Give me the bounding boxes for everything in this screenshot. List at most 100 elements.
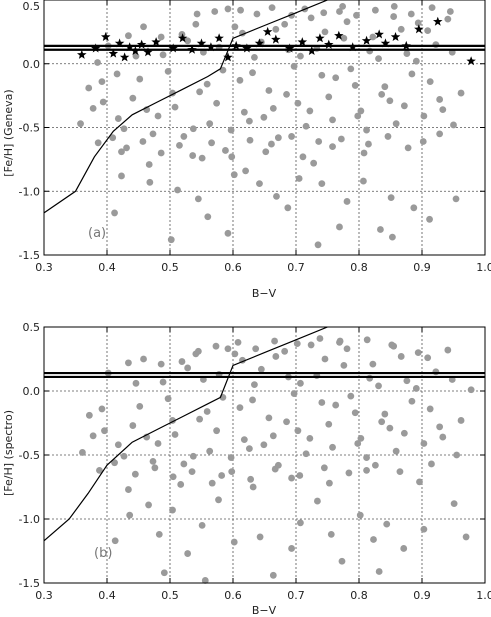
data-point: [245, 445, 253, 452]
star-point: [284, 43, 295, 53]
data-point: [383, 520, 391, 528]
y-axis-label: [Fe/H] (spectro): [2, 410, 15, 496]
data-point: [189, 152, 197, 159]
x-tick-label: 0.7: [287, 261, 305, 274]
data-point: [228, 468, 236, 476]
y-axis-label: [Fe/H] (Geneva): [2, 89, 15, 176]
data-point: [436, 96, 444, 103]
data-point: [377, 226, 384, 233]
data-point: [329, 443, 336, 451]
y-tick-label: -1.0: [19, 185, 40, 198]
data-point: [94, 139, 102, 147]
data-point: [347, 392, 355, 400]
data-point: [400, 429, 408, 437]
star-point: [101, 32, 111, 41]
data-point: [357, 434, 365, 442]
x-tick-label: 0.4: [98, 261, 116, 274]
data-point: [159, 378, 167, 386]
data-point: [189, 452, 197, 460]
data-point: [284, 204, 292, 212]
panel-spectro: 0.3 0.4 0.5 0.6 0.7 0.8 0.9 1.0 -1.5 -1.0 -0.5 0.0 0…: [2, 321, 491, 617]
y-tick-label: 0.5: [23, 321, 41, 334]
data-point: [273, 192, 280, 200]
data-point: [201, 577, 209, 584]
data-point: [262, 148, 270, 156]
data-point: [136, 402, 144, 410]
data-point: [101, 427, 108, 435]
data-point: [316, 335, 324, 342]
data-point: [426, 405, 434, 413]
star-point: [136, 39, 147, 49]
data-point: [193, 10, 201, 18]
data-point: [236, 76, 244, 84]
data-point: [129, 422, 137, 429]
data-point: [297, 52, 304, 60]
data-point: [404, 144, 412, 152]
star-point: [361, 35, 372, 45]
data-point: [85, 84, 93, 92]
data-point: [164, 395, 172, 403]
panel-label: (a): [88, 226, 106, 241]
data-point: [343, 345, 351, 353]
data-point: [446, 8, 454, 15]
data-point: [206, 447, 214, 455]
star-point: [214, 33, 224, 43]
data-point: [315, 138, 323, 145]
data-point: [412, 385, 420, 392]
star-point: [168, 43, 178, 53]
y-tick-label: -1.5: [19, 577, 40, 590]
data-point: [123, 144, 130, 152]
data-point: [77, 120, 84, 128]
data-point: [336, 223, 343, 231]
data-point: [314, 241, 322, 249]
y-tick-label: -1.5: [19, 249, 40, 262]
data-point: [281, 20, 289, 28]
data-point: [245, 117, 253, 125]
data-point: [363, 466, 370, 474]
data-point: [125, 359, 132, 367]
data-point: [351, 82, 359, 89]
data-point: [157, 149, 165, 157]
data-point: [253, 10, 261, 18]
reference-lines: [44, 327, 485, 542]
star-point: [374, 29, 384, 39]
data-point: [386, 424, 394, 432]
data-point: [436, 130, 444, 138]
data-point: [281, 347, 289, 355]
data-point: [426, 215, 433, 223]
data-point: [321, 28, 329, 36]
data-point: [271, 465, 279, 473]
x-tick-label: 1.0: [476, 589, 491, 602]
data-point: [365, 140, 372, 148]
data-point: [378, 418, 386, 426]
data-point: [154, 440, 162, 447]
data-point: [420, 112, 428, 120]
x-tick-label: 0.3: [35, 261, 53, 274]
data-point: [176, 141, 183, 149]
data-point: [180, 133, 188, 140]
data-point: [167, 236, 175, 244]
star-point: [297, 37, 308, 47]
x-axis-label: B−V: [252, 287, 277, 300]
data-point: [219, 66, 227, 74]
data-point: [213, 99, 221, 107]
x-tick-label: 0.6: [224, 261, 242, 274]
data-point: [129, 94, 137, 102]
tick-labels: 0.3 0.4 0.5 0.6 0.7 0.8 0.9 1.0 -1.5 -1.0 -0.5 0.0 0…: [19, 321, 491, 602]
data-point: [265, 87, 273, 94]
data-point: [145, 161, 153, 168]
data-point: [336, 337, 344, 345]
data-point: [98, 405, 106, 413]
grid: [44, 327, 485, 583]
data-point: [318, 71, 326, 79]
data-point: [260, 113, 268, 121]
data-point: [109, 134, 117, 142]
data-point: [155, 530, 163, 538]
data-point: [296, 472, 304, 479]
data-point: [234, 338, 242, 346]
x-axis-label: B−V: [252, 604, 277, 617]
data-point: [136, 75, 144, 83]
data-point: [204, 213, 212, 221]
data-point: [457, 89, 465, 97]
data-point: [230, 538, 238, 546]
